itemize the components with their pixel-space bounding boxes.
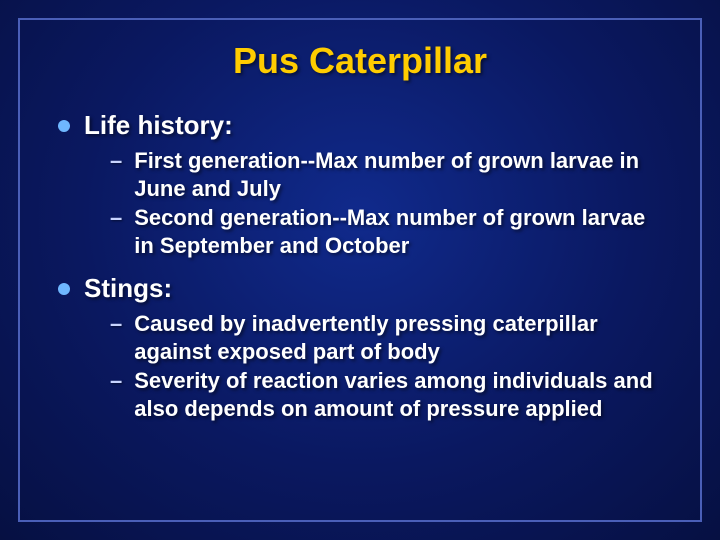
slide-content: Life history: – First generation--Max nu… [50, 110, 670, 422]
sub-bullet-item: – Second generation--Max number of grown… [110, 204, 670, 259]
slide-title: Pus Caterpillar [50, 40, 670, 82]
dash-icon: – [110, 367, 122, 395]
dash-icon: – [110, 310, 122, 338]
bullet-dot-icon [58, 283, 70, 295]
bullet-item: Stings: [58, 273, 670, 304]
bullet-label: Stings: [84, 273, 172, 304]
bullet-label: Life history: [84, 110, 233, 141]
bullet-item: Life history: [58, 110, 670, 141]
dash-icon: – [110, 147, 122, 175]
sub-bullet-text: Severity of reaction varies among indivi… [134, 367, 670, 422]
sub-bullet-text: Caused by inadvertently pressing caterpi… [134, 310, 670, 365]
sub-bullet-group: – First generation--Max number of grown … [58, 147, 670, 259]
slide: Pus Caterpillar Life history: – First ge… [0, 0, 720, 540]
sub-bullet-text: First generation--Max number of grown la… [134, 147, 670, 202]
sub-bullet-item: – Severity of reaction varies among indi… [110, 367, 670, 422]
dash-icon: – [110, 204, 122, 232]
sub-bullet-item: – Caused by inadvertently pressing cater… [110, 310, 670, 365]
sub-bullet-item: – First generation--Max number of grown … [110, 147, 670, 202]
sub-bullet-group: – Caused by inadvertently pressing cater… [58, 310, 670, 422]
slide-inner-frame: Pus Caterpillar Life history: – First ge… [18, 18, 702, 522]
bullet-dot-icon [58, 120, 70, 132]
sub-bullet-text: Second generation--Max number of grown l… [134, 204, 670, 259]
